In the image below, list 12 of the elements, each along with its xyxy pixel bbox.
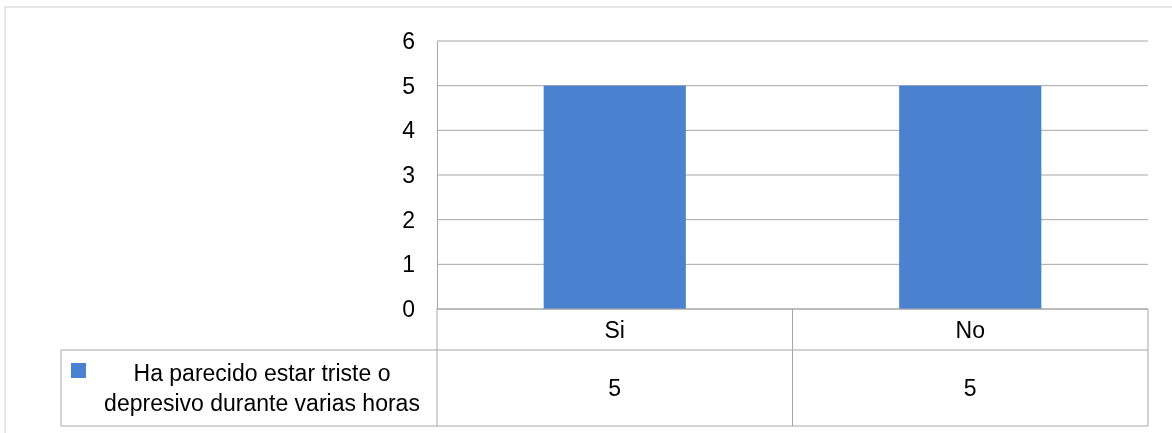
y-tick-label: 0 — [402, 295, 415, 322]
data-label: 5 — [608, 375, 622, 401]
y-tick-label: 4 — [402, 117, 416, 144]
y-tick-label: 3 — [402, 161, 415, 188]
y-tick-label: 1 — [402, 251, 415, 278]
y-tick-label: 2 — [402, 206, 415, 233]
x-tick-label: No — [955, 316, 985, 343]
y-tick-label: 6 — [402, 27, 415, 54]
y-tick-label: 5 — [402, 72, 415, 99]
legend-label: Ha parecido estar triste o depresivo durante varias horas — [104, 360, 420, 416]
data-label: 5 — [963, 375, 977, 401]
x-tick-label: Si — [604, 316, 625, 343]
